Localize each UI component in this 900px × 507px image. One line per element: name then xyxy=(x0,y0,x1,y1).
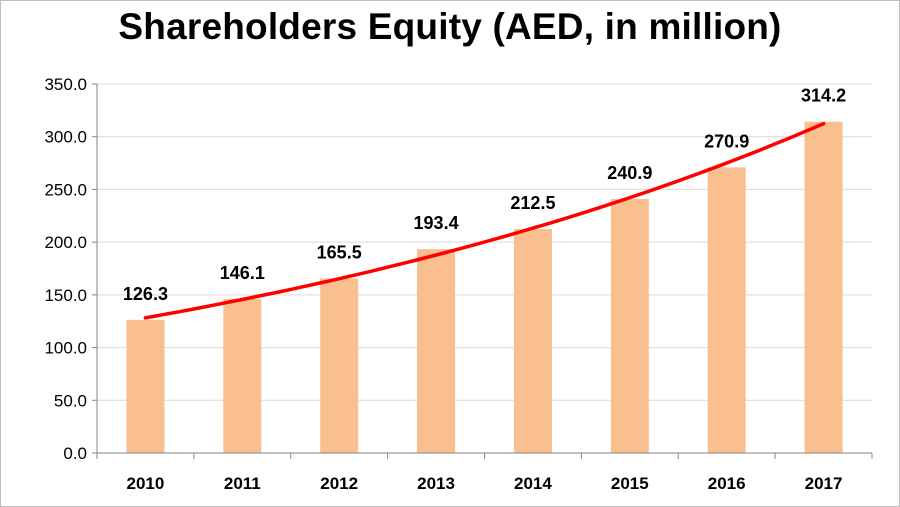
x-tick-label: 2012 xyxy=(320,474,358,493)
x-tick-label: 2014 xyxy=(514,474,552,493)
x-axis-ticks: 2010 2011 2012 2013 2014 2015 2016 2017 xyxy=(127,474,843,493)
y-tick-label: 350.0 xyxy=(44,75,87,94)
data-label: 270.9 xyxy=(704,131,749,151)
trendline xyxy=(143,121,826,320)
x-tick-label: 2015 xyxy=(611,474,649,493)
axes xyxy=(92,83,873,459)
trendline-group xyxy=(143,121,826,320)
data-labels: 126.3 146.1 165.5 193.4 212.5 240.9 270.9 314.2 xyxy=(123,86,846,304)
data-label: 146.1 xyxy=(220,263,265,283)
y-tick-label: 100.0 xyxy=(44,339,87,358)
bar xyxy=(223,298,262,453)
y-tick-label: 250.0 xyxy=(44,180,87,199)
bar xyxy=(126,319,165,453)
y-axis-ticks: 0.0 50.0 100.0 150.0 200.0 250.0 300.0 350.0 xyxy=(44,75,87,463)
x-tick-label: 2010 xyxy=(127,474,165,493)
data-label: 240.9 xyxy=(607,163,652,183)
x-tick-label: 2017 xyxy=(805,474,843,493)
x-tick-label: 2013 xyxy=(417,474,455,493)
bar xyxy=(513,228,552,453)
data-label: 126.3 xyxy=(123,284,168,304)
data-label: 314.2 xyxy=(801,86,846,106)
bar xyxy=(610,199,649,453)
bar xyxy=(804,121,843,453)
y-tick-label: 0.0 xyxy=(63,444,87,463)
y-tick-label: 200.0 xyxy=(44,233,87,252)
bar xyxy=(417,249,456,453)
data-label: 212.5 xyxy=(510,193,555,213)
chart-title: Shareholders Equity (AED, in million) xyxy=(118,6,782,47)
y-tick-label: 300.0 xyxy=(44,128,87,147)
data-label: 193.4 xyxy=(414,213,459,233)
x-tick-label: 2011 xyxy=(224,474,261,493)
data-label: 165.5 xyxy=(317,243,362,263)
bar xyxy=(707,167,746,454)
y-tick-label: 50.0 xyxy=(54,391,87,410)
bars xyxy=(126,121,843,454)
y-tick-label: 150.0 xyxy=(44,286,87,305)
x-tick-label: 2016 xyxy=(708,474,746,493)
bar xyxy=(320,278,359,453)
